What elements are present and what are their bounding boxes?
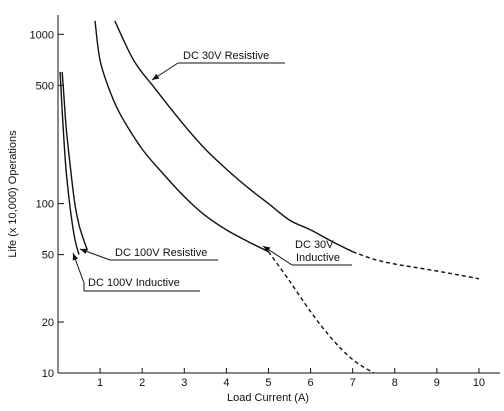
annotation-dc100v-resistive: DC 100V Resistive xyxy=(115,247,207,259)
annotation-dc100v-resistive-arrowhead xyxy=(80,248,88,254)
series-dc-30v-resistive-line xyxy=(114,20,354,253)
plot-area xyxy=(57,15,500,374)
y-tick-label: 50 xyxy=(42,250,54,262)
series-dc-30v-resistive-dashed-extension xyxy=(352,251,480,280)
x-tick-label: 9 xyxy=(434,377,440,389)
series-layer xyxy=(59,20,480,374)
x-tick-label: 7 xyxy=(350,377,356,389)
annotation-dc30v-resistive-arrowhead xyxy=(152,73,160,80)
x-tick-label: 6 xyxy=(308,377,314,389)
y-tick-label: 500 xyxy=(36,80,54,92)
y-tick-label: 20 xyxy=(42,317,54,329)
series-dc-30v-inductive-line xyxy=(94,20,269,253)
x-axis-ticks: 1 2 3 4 5 6 7 8 9 10 xyxy=(97,368,485,389)
annotation-dc100v-inductive: DC 100V Inductive xyxy=(88,277,180,289)
series-dc-100v-inductive-line xyxy=(59,71,80,255)
annotations: DC 30V Resistive DC 30V Inductive DC 100… xyxy=(88,50,340,289)
x-axis-title: Load Current (A) xyxy=(227,392,309,404)
x-tick-label: 2 xyxy=(139,377,145,389)
series-dc-100v-resistive-line xyxy=(61,71,89,251)
x-tick-label: 8 xyxy=(392,377,398,389)
x-tick-label: 4 xyxy=(223,377,229,389)
annotation-dc30v-inductive-line1: DC 30V xyxy=(295,239,334,251)
annotation-dc100v-inductive-arrowhead xyxy=(72,253,78,261)
x-tick-label: 1 xyxy=(97,377,103,389)
x-tick-label: 5 xyxy=(265,377,271,389)
y-axis-ticks: 10 20 50 100 500 1000 xyxy=(30,29,64,380)
annotation-dc30v-resistive: DC 30V Resistive xyxy=(183,50,269,62)
annotation-dc30v-inductive-line2: Inductive xyxy=(296,252,340,264)
annotation-dc30v-inductive-arrowhead xyxy=(263,246,271,253)
x-tick-label: 10 xyxy=(473,377,485,389)
annotation-leaders xyxy=(72,62,352,292)
x-tick-label: 3 xyxy=(181,377,187,389)
y-tick-label: 1000 xyxy=(30,29,54,41)
series-dc-30v-inductive-dashed-extension xyxy=(267,251,375,374)
y-tick-label: 100 xyxy=(36,199,54,211)
y-axis-title: Life (x 10,000) Operations xyxy=(7,130,19,258)
y-tick-label: 10 xyxy=(42,368,54,380)
